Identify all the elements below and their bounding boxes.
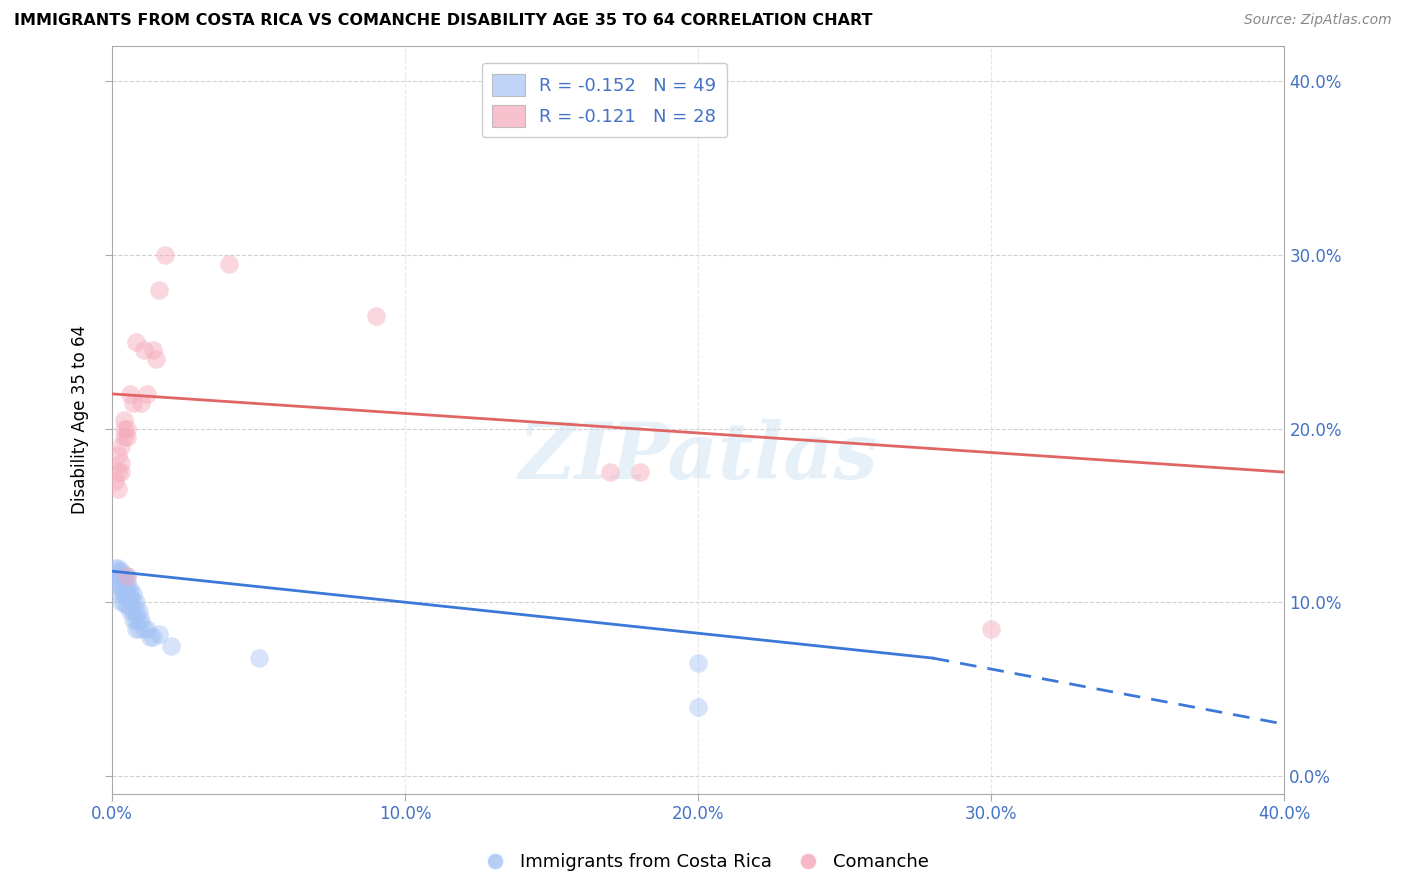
Point: [134, 343, 156, 358]
Point: [121, 587, 143, 601]
Point: [628, 465, 651, 479]
Point: [131, 395, 153, 409]
Point: [110, 587, 132, 601]
Point: [124, 334, 146, 349]
Point: [131, 613, 153, 627]
Point: [148, 626, 170, 640]
Point: [112, 413, 135, 427]
Point: [112, 587, 135, 601]
Point: [104, 560, 127, 574]
Point: [134, 622, 156, 636]
Point: [124, 622, 146, 636]
Point: [110, 564, 132, 578]
Point: [980, 622, 1002, 636]
Point: [145, 352, 167, 367]
Point: [599, 465, 621, 479]
Point: [115, 574, 138, 589]
Point: [148, 283, 170, 297]
Point: [159, 639, 181, 653]
Point: [115, 569, 138, 583]
Point: [142, 343, 165, 358]
Point: [136, 622, 159, 636]
Point: [107, 578, 129, 592]
Point: [247, 651, 270, 665]
Point: [112, 582, 135, 596]
Point: [128, 604, 150, 618]
Point: [115, 592, 138, 607]
Point: [688, 657, 710, 671]
Point: [115, 569, 138, 583]
Point: [110, 457, 132, 471]
Legend: Immigrants from Costa Rica, Comanche: Immigrants from Costa Rica, Comanche: [470, 847, 936, 879]
Text: Source: ZipAtlas.com: Source: ZipAtlas.com: [1244, 13, 1392, 28]
Point: [118, 599, 141, 613]
Point: [112, 430, 135, 444]
Point: [115, 430, 138, 444]
Point: [110, 582, 132, 596]
Point: [107, 564, 129, 578]
Point: [364, 309, 387, 323]
Point: [110, 595, 132, 609]
Point: [153, 248, 176, 262]
Point: [121, 604, 143, 618]
Point: [218, 256, 240, 270]
Point: [107, 465, 129, 479]
Point: [118, 387, 141, 401]
Point: [124, 613, 146, 627]
Point: [104, 569, 127, 583]
Point: [110, 439, 132, 453]
Point: [107, 569, 129, 583]
Point: [115, 582, 138, 596]
Point: [139, 630, 162, 644]
Y-axis label: Disability Age 35 to 64: Disability Age 35 to 64: [72, 326, 89, 515]
Point: [128, 613, 150, 627]
Point: [104, 474, 127, 488]
Point: [121, 613, 143, 627]
Point: [107, 560, 129, 574]
Text: IMMIGRANTS FROM COSTA RICA VS COMANCHE DISABILITY AGE 35 TO 64 CORRELATION CHART: IMMIGRANTS FROM COSTA RICA VS COMANCHE D…: [14, 13, 873, 29]
Point: [124, 595, 146, 609]
Point: [107, 483, 129, 497]
Point: [121, 395, 143, 409]
Point: [112, 574, 135, 589]
Point: [121, 595, 143, 609]
Point: [124, 604, 146, 618]
Point: [118, 582, 141, 596]
Point: [128, 622, 150, 636]
Text: ZIPatlas: ZIPatlas: [519, 419, 877, 496]
Point: [142, 630, 165, 644]
Point: [115, 587, 138, 601]
Point: [112, 595, 135, 609]
Point: [115, 422, 138, 436]
Point: [118, 604, 141, 618]
Point: [118, 592, 141, 607]
Point: [110, 569, 132, 583]
Point: [118, 587, 141, 601]
Point: [112, 422, 135, 436]
Legend: R = -0.152   N = 49, R = -0.121   N = 28: R = -0.152 N = 49, R = -0.121 N = 28: [482, 62, 727, 137]
Point: [110, 578, 132, 592]
Point: [107, 448, 129, 462]
Point: [136, 387, 159, 401]
Point: [110, 465, 132, 479]
Point: [112, 569, 135, 583]
Point: [688, 699, 710, 714]
Point: [115, 599, 138, 613]
